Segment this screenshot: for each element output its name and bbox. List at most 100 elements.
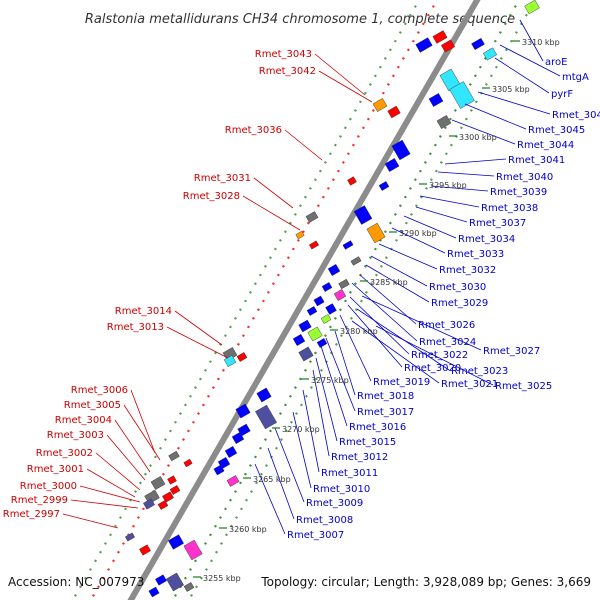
right-leader-11 — [403, 215, 457, 239]
tick-label-11: 3255 kbp — [203, 574, 241, 583]
gene-feature-39 — [256, 387, 272, 403]
right-gene-label-20: Rmet_3020 — [404, 363, 461, 374]
right-leader-32 — [274, 427, 305, 503]
right-leader-29 — [312, 369, 330, 457]
right-gene-label-1: mtgA — [562, 72, 589, 83]
right-gene-label-32: Rmet_3009 — [306, 498, 363, 509]
tick-label-6: 3280 kbp — [340, 327, 378, 336]
gene-feature-55 — [143, 498, 155, 510]
tick-label-3: 3295 kbp — [429, 181, 467, 190]
left-leader-8 — [123, 404, 161, 461]
left-gene-label-10: Rmet_3003 — [47, 430, 104, 441]
right-gene-label-26: Rmet_3017 — [357, 407, 414, 418]
gene-feature-52 — [169, 485, 181, 495]
right-leader-10 — [415, 206, 468, 223]
backbone-line — [127, 0, 481, 600]
gene-feature-58 — [139, 544, 151, 556]
tick-label-0: 3310 kbp — [522, 38, 560, 47]
gene-feature-17 — [295, 230, 305, 240]
tick-label-4: 3290 kbp — [399, 229, 437, 238]
left-gene-label-8: Rmet_3005 — [64, 400, 121, 411]
gene-feature-48 — [168, 450, 180, 462]
gene-feature-34 — [292, 334, 306, 346]
gene-feature-43 — [231, 432, 245, 444]
right-leader-19 — [349, 296, 410, 355]
left-leader-3 — [253, 177, 294, 209]
right-leader-4 — [464, 103, 527, 130]
gene-feature-13 — [384, 158, 400, 172]
left-gene-label-0: Rmet_3043 — [255, 49, 312, 60]
right-gene-label-33: Rmet_3008 — [296, 515, 353, 526]
right-gene-label-4: Rmet_3045 — [528, 125, 585, 136]
right-gene-label-22: Rmet_3019 — [373, 377, 430, 388]
right-leader-25 — [334, 330, 356, 396]
right-gene-label-18: Rmet_3027 — [483, 346, 540, 357]
right-gene-label-7: Rmet_3040 — [496, 172, 553, 183]
gene-feature-61 — [166, 572, 184, 592]
right-leader-28 — [315, 357, 338, 442]
gene-feature-28 — [306, 306, 318, 316]
right-leader-26 — [325, 337, 356, 412]
gene-feature-35 — [298, 346, 314, 362]
right-leader-18 — [361, 295, 482, 351]
gene-feature-31 — [298, 319, 312, 333]
right-gene-label-12: Rmet_3033 — [447, 249, 504, 260]
left-gene-label-3: Rmet_3031 — [194, 173, 251, 184]
gene-feature-25 — [321, 282, 333, 292]
right-leader-1 — [499, 44, 561, 77]
right-leader-22 — [339, 314, 372, 382]
tick-label-8: 3270 kbp — [282, 425, 320, 434]
accession-text: Accession: NC_007973 — [8, 575, 144, 589]
tick-label-5: 3285 kbp — [370, 278, 408, 287]
gene-feature-60 — [183, 539, 203, 561]
left-leader-14 — [70, 499, 139, 509]
gene-feature-54 — [162, 491, 174, 503]
gene-feature-19 — [353, 205, 373, 225]
gene-feature-23 — [327, 264, 341, 276]
right-gene-label-10: Rmet_3037 — [469, 218, 526, 229]
right-leader-23 — [351, 320, 440, 384]
right-gene-label-6: Rmet_3041 — [508, 155, 565, 166]
right-gene-label-0: aroE — [545, 57, 567, 68]
left-leader-10 — [106, 434, 146, 481]
left-gene-label-15: Rmet_2997 — [3, 509, 60, 520]
left-gene-label-11: Rmet_3002 — [36, 448, 93, 459]
map-title: Ralstonia metallidurans CH34 chromosome … — [85, 12, 515, 27]
right-gene-label-11: Rmet_3034 — [458, 234, 515, 245]
gene-feature-32 — [307, 326, 323, 342]
gene-feature-64 — [183, 582, 195, 592]
left-leader-6 — [166, 326, 229, 359]
right-gene-label-14: Rmet_3030 — [429, 282, 486, 293]
right-leader-14 — [370, 255, 428, 287]
left-gene-label-2: Rmet_3036 — [225, 125, 282, 136]
tick-label-2: 3300 kbp — [459, 133, 497, 142]
tick-label-9: 3265 kbp — [253, 475, 291, 484]
right-gene-label-25: Rmet_3018 — [357, 391, 414, 402]
right-leader-2 — [494, 57, 550, 94]
left-leader-5 — [174, 310, 223, 346]
left-gene-label-13: Rmet_3000 — [20, 481, 77, 492]
gene-feature-9 — [436, 115, 452, 129]
gene-feature-15 — [347, 176, 357, 186]
gene-feature-44 — [224, 446, 238, 458]
right-leader-5 — [451, 119, 516, 145]
right-leader-8 — [430, 185, 489, 192]
tick-label-10: 3260 kbp — [229, 525, 267, 534]
gene-feature-8 — [428, 93, 444, 107]
gene-feature-38 — [236, 352, 248, 362]
right-gene-label-3: Rmet_3046 — [552, 110, 600, 121]
dot-track-2 — [71, 0, 421, 600]
gene-feature-63 — [148, 586, 160, 598]
left-leader-11 — [95, 452, 141, 491]
right-leader-34 — [254, 463, 286, 535]
gene-feature-56 — [157, 500, 169, 510]
left-gene-label-7: Rmet_3006 — [71, 385, 128, 396]
gene-feature-14 — [378, 181, 390, 191]
left-gene-label-9: Rmet_3004 — [55, 415, 112, 426]
gene-feature-10 — [372, 98, 388, 112]
gene-feature-2 — [440, 39, 456, 53]
right-gene-label-21: Rmet_3023 — [451, 366, 508, 377]
right-leader-17 — [351, 282, 418, 342]
right-gene-label-17: Rmet_3024 — [419, 337, 476, 348]
